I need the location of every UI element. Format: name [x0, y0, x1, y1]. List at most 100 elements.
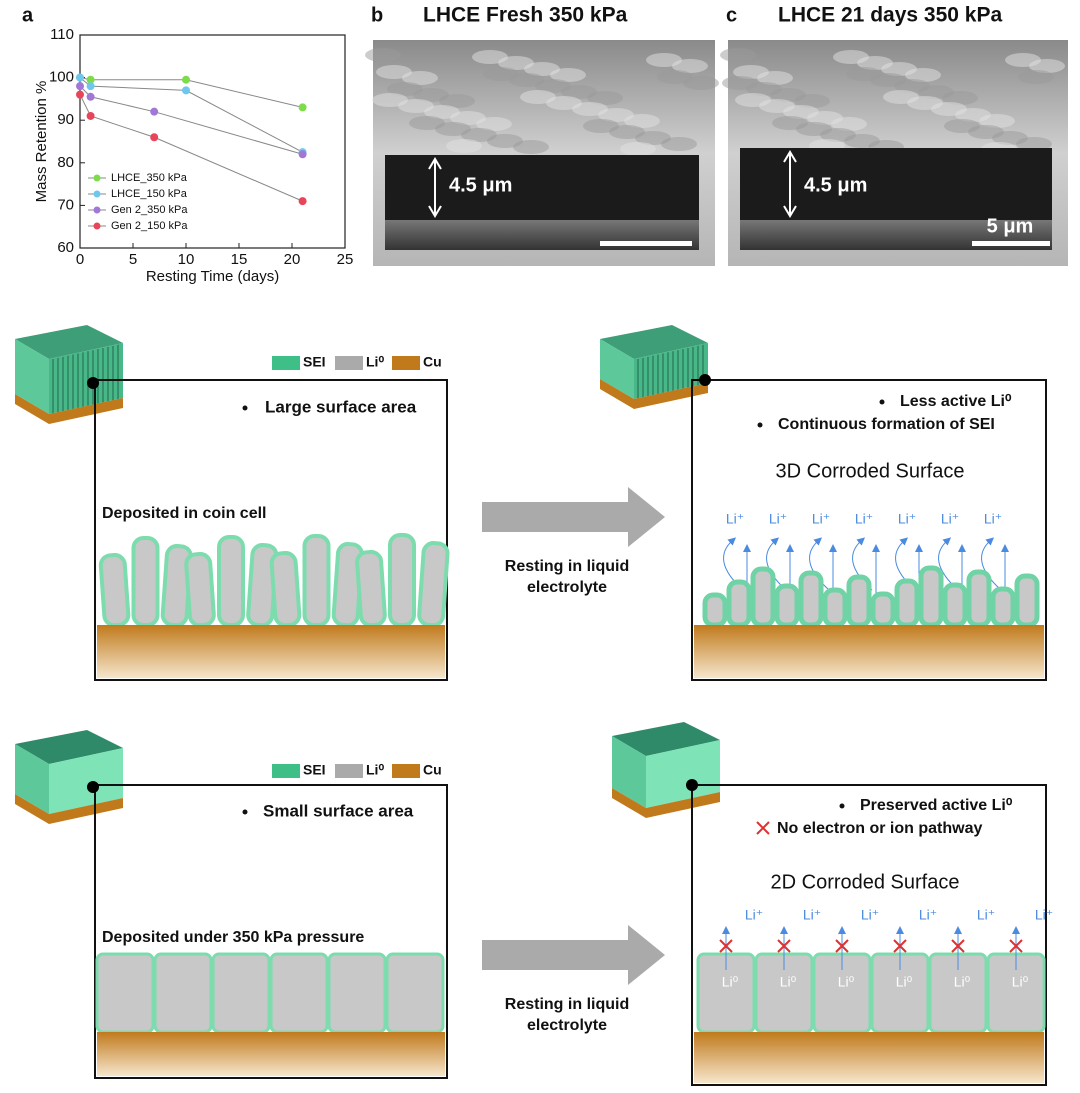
series-line	[79, 85, 303, 155]
sem-texture	[435, 122, 471, 136]
corroded-pillar	[942, 582, 968, 628]
sem-film	[740, 148, 1052, 220]
sem-texture	[1005, 53, 1041, 67]
metal-label: Li⁰	[838, 974, 855, 990]
sem-texture	[944, 119, 980, 133]
y-tick-label: 60	[57, 239, 74, 256]
sem-texture	[735, 93, 771, 107]
sem-texture	[883, 90, 919, 104]
metal-label: Li⁰	[722, 974, 739, 990]
sem-texture	[376, 65, 412, 79]
sem-texture	[720, 48, 756, 62]
cube-top	[15, 730, 123, 764]
ion-label: Li⁺	[984, 511, 1002, 527]
ion-arrow	[981, 537, 1002, 591]
legend-swatch	[335, 356, 363, 370]
copper	[97, 625, 445, 678]
corroded-pillar	[1014, 573, 1040, 628]
plot-frame	[79, 34, 346, 249]
li-cell	[153, 952, 213, 1034]
li-pillar	[417, 541, 450, 628]
sem-texture	[646, 53, 682, 67]
sem-texture	[624, 114, 660, 128]
panel-title: LHCE 21 days 350 kPa	[778, 4, 1002, 27]
sem-texture	[398, 99, 434, 113]
sem-texture	[498, 56, 534, 70]
sem-texture	[476, 117, 512, 131]
blocked-mark	[835, 939, 849, 953]
bullet-text: Small surface area	[263, 801, 414, 820]
corroded-pillar	[894, 578, 920, 628]
ion-label: Li⁺	[941, 511, 959, 527]
arrow-label: Resting in liquid	[505, 558, 629, 575]
arrow-label: Resting in liquid	[505, 996, 629, 1013]
bullet-text: Continuous formation of SEI	[778, 416, 995, 433]
data-point	[86, 111, 95, 120]
process-arrow	[482, 487, 665, 547]
ion-label: Li⁺	[855, 511, 873, 527]
sem-texture	[450, 111, 486, 125]
panel-box	[94, 784, 448, 1079]
caption: Deposited in coin cell	[102, 505, 266, 522]
thickness-label: 4.5 μm	[804, 174, 867, 196]
sem-texture	[587, 91, 623, 105]
li-cell	[269, 952, 329, 1034]
cube-cu	[15, 794, 123, 824]
li-pillar	[302, 534, 331, 627]
li-pillar	[269, 551, 302, 628]
bullet-text: No electron or ion pathway	[777, 820, 982, 837]
legend-entry: Cu	[423, 762, 442, 778]
sem-texture	[413, 88, 449, 102]
arrow-head	[783, 150, 797, 163]
bullet-dot	[242, 405, 248, 411]
li-pillar	[131, 536, 160, 627]
panel-label: b	[371, 4, 383, 26]
scale-bar	[600, 241, 692, 246]
li-cell	[211, 952, 271, 1034]
corroded-pillar	[918, 565, 944, 628]
sem-texture	[609, 125, 645, 139]
x-tick-label: 5	[129, 251, 137, 268]
legend-entry: LHCE_350 kPa	[111, 172, 188, 184]
legend-swatch	[272, 356, 300, 370]
sem-texture	[524, 62, 560, 76]
arrow-head	[428, 205, 442, 218]
corroded-pillar	[702, 592, 728, 628]
legend-swatch	[93, 190, 101, 198]
legend-swatch	[392, 764, 420, 778]
surface-title: 2D Corroded Surface	[771, 871, 960, 893]
ion-label: Li⁺	[812, 511, 830, 527]
x-axis-label: Resting Time (days)	[146, 268, 279, 285]
copper	[694, 625, 1044, 678]
callout-dot	[686, 779, 698, 791]
sem-texture	[483, 67, 519, 81]
sem-texture	[550, 68, 586, 82]
sem-texture	[409, 116, 445, 130]
legend-entry: SEI	[303, 762, 326, 778]
data-point	[76, 82, 84, 91]
sem-texture	[446, 139, 482, 153]
sem-texture	[365, 48, 401, 62]
ion-label: Li⁺	[919, 907, 937, 923]
data-point	[76, 90, 84, 99]
legend-swatch	[93, 222, 101, 230]
panel-label: c	[726, 4, 737, 26]
panel-title: LHCE Fresh 350 kPa	[423, 4, 628, 27]
sem-texture	[387, 82, 423, 96]
surface-title: 3D Corroded Surface	[776, 460, 965, 482]
data-point	[182, 86, 190, 95]
sem-film	[385, 155, 699, 220]
sem-texture	[635, 131, 671, 145]
metal-label: Li⁰	[780, 974, 797, 990]
legend-swatch	[392, 356, 420, 370]
ion-label: Li⁺	[898, 511, 916, 527]
sem-texture	[472, 50, 508, 64]
ion-label: Li⁺	[861, 907, 879, 923]
sem-texture	[833, 50, 869, 64]
legend-entry: Cu	[423, 354, 442, 370]
bullet-text: Less active Li⁰	[900, 393, 1012, 410]
sem-texture	[461, 128, 497, 142]
corroded-pillar	[846, 574, 872, 628]
series-line	[79, 94, 303, 202]
x-tick-label: 15	[231, 251, 248, 268]
